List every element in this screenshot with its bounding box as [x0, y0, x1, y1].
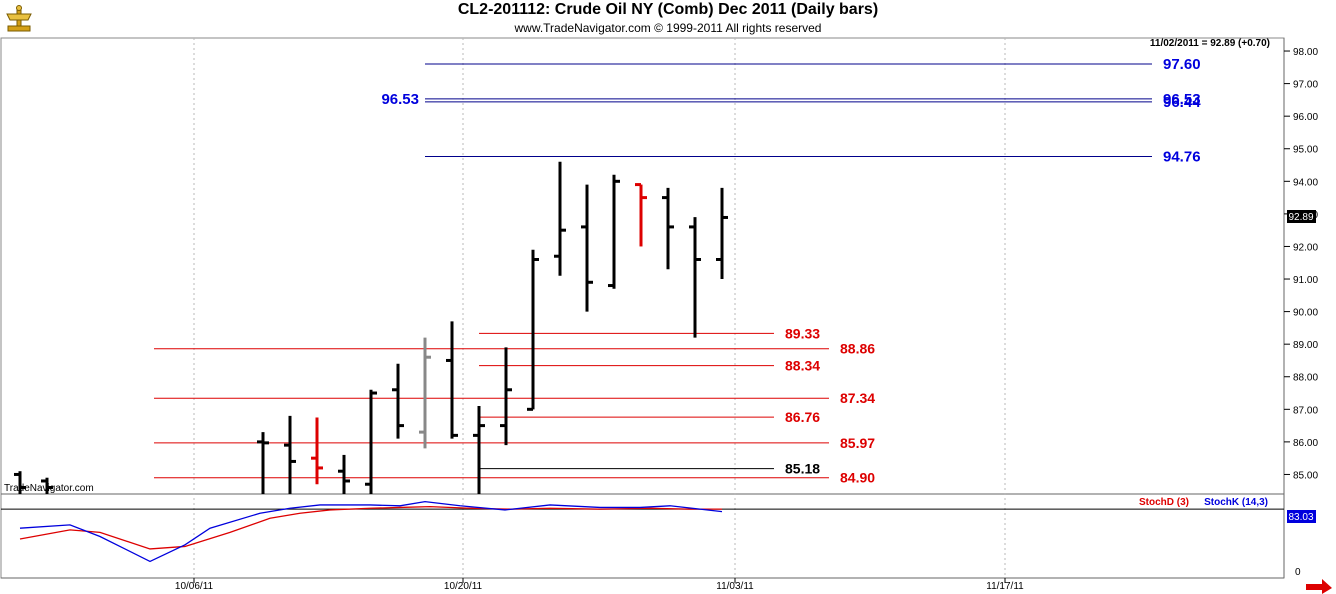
- level-label: 89.33: [785, 325, 820, 341]
- last-price-badge-bg: [1287, 210, 1316, 223]
- y-tick-label: 88.00: [1293, 373, 1318, 384]
- ohlc-bar: [662, 187, 674, 270]
- level-label: 87.34: [840, 390, 875, 406]
- ohlc-bar: [311, 417, 323, 485]
- y-tick-label: 87.00: [1293, 405, 1318, 416]
- y-tick-label: 91.00: [1293, 275, 1318, 286]
- trade-navigator-logo: [4, 4, 34, 34]
- stochastic-pane: [1, 500, 1284, 563]
- ohlc-bar: [608, 174, 620, 289]
- x-tick-label: 10/06/11: [175, 581, 214, 592]
- level-label: 88.34: [785, 358, 820, 374]
- x-tick-label: 10/20/11: [444, 581, 483, 592]
- level-label: 86.76: [785, 409, 820, 425]
- y-tick-label: 97.00: [1293, 80, 1318, 91]
- copyright-notice: www.TradeNavigator.com © 1999-2011 All r…: [514, 21, 822, 35]
- last-price-info: 11/02/2011 = 92.89 (+0.70): [1150, 38, 1270, 49]
- x-tick-label: 11/03/11: [716, 581, 754, 592]
- watermark: TradeNavigator.com: [4, 483, 94, 494]
- y-tick-label: 98.00: [1293, 47, 1318, 58]
- level-label: 97.60: [1163, 56, 1201, 73]
- y-tick-label: 94.00: [1293, 177, 1318, 188]
- y-tick-label: 92.00: [1293, 242, 1318, 253]
- stoch-badge-bg: [1287, 510, 1316, 523]
- stoch-badge: 83.03: [1288, 512, 1313, 523]
- level-label: 84.90: [840, 470, 875, 486]
- ohlc-bar: [473, 406, 485, 494]
- ohlc-bar: [500, 347, 512, 446]
- ohlc-bar: [365, 389, 377, 494]
- level-label: 96.53: [1163, 91, 1201, 108]
- ohlc-bar: [689, 217, 701, 338]
- y-tick-label: 90.00: [1293, 308, 1318, 319]
- ohlc-bar: [41, 477, 53, 494]
- x-tick-label: 11/17/11: [986, 581, 1024, 592]
- level-label-left: 96.53: [381, 91, 419, 108]
- stochd-legend: StochD (3): [1139, 497, 1189, 508]
- vertical-gridlines: [193, 38, 1006, 578]
- ohlc-bar: [446, 321, 458, 439]
- y-tick-label: 96.00: [1293, 112, 1318, 123]
- ohlc-bar: [554, 161, 566, 276]
- level-label: 88.86: [840, 341, 875, 357]
- price-axis: 98.0097.0096.0095.0094.0093.0092.0091.00…: [1284, 47, 1318, 481]
- y-tick-label: 95.00: [1293, 145, 1318, 156]
- stoch-series-line: [19, 505, 722, 550]
- level-label: 94.76: [1163, 149, 1201, 166]
- level-label: 85.97: [840, 435, 875, 451]
- ohlc-bar: [635, 183, 647, 247]
- chart-title: CL2-201112: Crude Oil NY (Comb) Dec 2011…: [457, 1, 879, 18]
- stochk-legend: StochK (14,3): [1204, 497, 1268, 508]
- stoch-zero-tick: 0: [1295, 567, 1301, 578]
- time-axis: 10/06/11 10/20/11 11/03/11 11/17/11: [175, 578, 1024, 592]
- ohlc-bar: [14, 471, 26, 494]
- ohlc-bar: [581, 184, 593, 312]
- y-tick-label: 86.00: [1293, 438, 1318, 449]
- ohlc-bar: [419, 337, 431, 449]
- last-price-badge: 92.89: [1288, 212, 1313, 223]
- level-label: 96.44: [1163, 94, 1201, 111]
- ohlc-bar: [392, 363, 404, 439]
- ohlc-bar: [257, 432, 269, 494]
- plot-frame: [0, 37, 1285, 579]
- stoch-series-line: [19, 500, 723, 563]
- y-tick-label: 89.00: [1293, 340, 1318, 351]
- ohlc-bar: [716, 187, 728, 280]
- ohlc-bars: [14, 161, 728, 494]
- scroll-right-arrow[interactable]: [1306, 579, 1332, 594]
- y-tick-label: 85.00: [1293, 470, 1318, 481]
- ohlc-bar: [284, 415, 296, 494]
- level-label: 85.18: [785, 461, 820, 477]
- ohlc-bar: [527, 249, 539, 411]
- ohlc-bar: [338, 454, 350, 494]
- chart-header: CL2-201112: Crude Oil NY (Comb) Dec 2011…: [0, 0, 1336, 38]
